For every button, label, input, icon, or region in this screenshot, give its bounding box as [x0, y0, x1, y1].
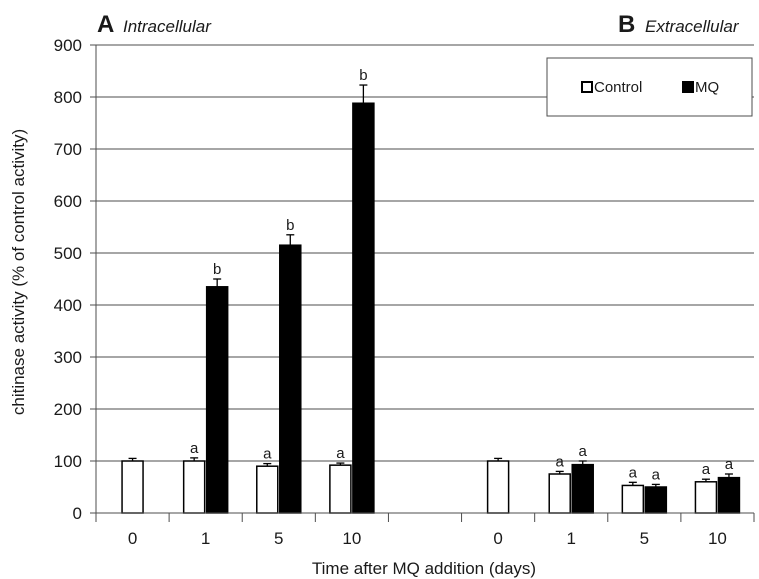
y-tick-label: 800: [54, 88, 82, 107]
axes: [90, 44, 755, 522]
mq-bar: [717, 476, 741, 514]
y-tick-label: 500: [54, 244, 82, 263]
significance-label: a: [336, 445, 345, 462]
legend-control-swatch: [581, 81, 593, 93]
y-tick-label: 700: [54, 140, 82, 159]
legend-control-label: Control: [594, 79, 642, 96]
significance-label: a: [629, 464, 638, 481]
legend-mq-label: MQ: [695, 79, 719, 96]
panel-a-title: Intracellular: [123, 17, 212, 36]
y-tick-label: 900: [54, 36, 82, 55]
x-tick-label: 10: [708, 529, 727, 548]
significance-label: a: [725, 456, 734, 473]
y-tick-label: 300: [54, 348, 82, 367]
control-bar: [486, 460, 510, 514]
control-bar: [694, 481, 718, 514]
panel-b-letter: B: [618, 11, 635, 38]
x-tick-label: 1: [201, 529, 210, 548]
x-tick-label: 0: [128, 529, 137, 548]
y-axis-title: chitinase activity (% of control activit…: [9, 129, 28, 415]
bars: [121, 84, 741, 514]
mq-bar: [279, 244, 302, 514]
significance-label: a: [702, 461, 711, 478]
y-tick-label: 0: [73, 504, 82, 523]
significance-label: a: [652, 466, 661, 483]
x-tick-label: 0: [493, 529, 502, 548]
labels: 0 100 200 300 400 500 600 700 800 900 0 1 a b 5 a b 10 a b 0…: [54, 36, 734, 548]
mq-bar: [644, 486, 668, 514]
significance-label: a: [579, 443, 588, 460]
significance-label: b: [286, 217, 294, 234]
gridlines: [96, 44, 754, 462]
x-tick-label: 10: [342, 529, 361, 548]
y-tick-label: 100: [54, 452, 82, 471]
y-tick-label: 600: [54, 192, 82, 211]
control-bar: [256, 465, 279, 514]
control-bar: [121, 460, 144, 514]
control-bar: [182, 460, 206, 514]
significance-label: b: [213, 261, 221, 278]
significance-label: a: [190, 440, 199, 457]
panel-a-letter: A: [97, 11, 114, 38]
significance-label: a: [556, 453, 565, 470]
control-bar: [329, 464, 352, 514]
mq-bar: [205, 286, 229, 514]
legend-box: [546, 57, 753, 117]
mq-bar: [571, 463, 594, 514]
legend: Control MQ: [546, 57, 753, 117]
x-tick-label: 1: [566, 529, 575, 548]
control-bar: [548, 473, 571, 514]
legend-mq-swatch: [682, 81, 694, 93]
control-bar: [621, 484, 645, 514]
panel-b-title: Extracellular: [645, 17, 740, 36]
significance-label: a: [263, 446, 272, 463]
x-axis-title: Time after MQ addition (days): [312, 559, 536, 578]
mq-bar: [352, 102, 375, 514]
significance-label: b: [359, 67, 367, 84]
x-tick-label: 5: [640, 529, 649, 548]
x-tick-label: 5: [274, 529, 283, 548]
y-tick-label: 400: [54, 296, 82, 315]
y-tick-label: 200: [54, 400, 82, 419]
